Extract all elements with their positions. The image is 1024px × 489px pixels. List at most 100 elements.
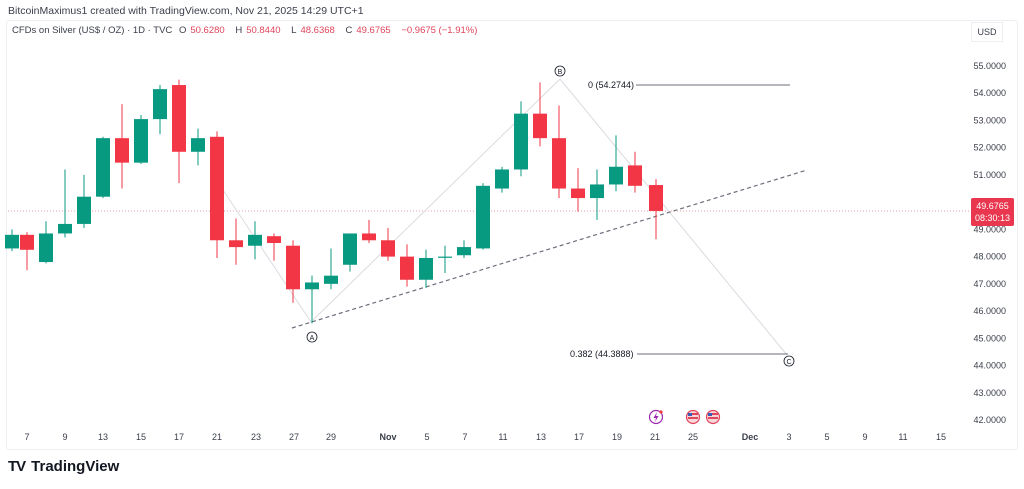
time-tick-label: 3 [786, 432, 791, 442]
candle[interactable] [5, 229, 19, 252]
time-tick-label: Nov [379, 432, 396, 442]
candle[interactable] [533, 82, 547, 147]
lightning-event-icon[interactable] [648, 409, 664, 425]
time-tick-label: 21 [650, 432, 660, 442]
price-tick-label: 46.0000 [973, 306, 1006, 316]
candle[interactable] [495, 166, 509, 193]
price-tick-label: 43.0000 [973, 388, 1006, 398]
wave-a-marker[interactable]: A [306, 331, 318, 343]
candle[interactable] [324, 248, 338, 290]
candle[interactable] [115, 104, 129, 189]
time-tick-label: 29 [326, 432, 336, 442]
low-label: L [291, 25, 297, 36]
time-tick-label: 11 [498, 432, 507, 442]
price-tick-label: 55.0000 [973, 61, 1006, 71]
candle[interactable] [134, 115, 148, 165]
price-axis[interactable]: 55.000054.000053.000052.000051.000050.00… [973, 61, 1006, 425]
tradingview-logo-icon: TV [8, 458, 26, 475]
candle[interactable] [58, 169, 72, 238]
open-value: 50.6280 [190, 25, 225, 36]
change-value: −0.9675 (−1.91%) [401, 25, 478, 36]
price-tick-label: 47.0000 [973, 279, 1006, 289]
candle[interactable] [305, 275, 319, 324]
time-tick-label: 9 [62, 432, 67, 442]
time-axis[interactable]: 7 9 13 15 17 21 23 27 29 Nov 5 7 11 13 17 19 21 25 Dec 3 5 9 1… [24, 432, 946, 442]
candle[interactable] [210, 131, 224, 258]
abc-wave-line[interactable] [222, 78, 788, 356]
price-tick-label: 48.0000 [973, 252, 1006, 262]
candlestick-chart[interactable]: 55.000054.000053.000052.000051.000050.00… [0, 0, 1024, 460]
candles [5, 79, 663, 324]
svg-text:A: A [310, 335, 315, 342]
time-tick-label: 23 [251, 432, 261, 442]
time-tick-label: 21 [212, 432, 222, 442]
high-value: 50.8440 [246, 25, 281, 36]
us-flag-event-icon[interactable] [705, 409, 721, 425]
candle[interactable] [362, 219, 376, 243]
candle[interactable] [153, 85, 167, 135]
candle[interactable] [609, 135, 623, 192]
low-value: 48.6368 [300, 25, 335, 36]
high-label: H [235, 25, 243, 36]
tradingview-brand[interactable]: TV TradingView [8, 458, 119, 475]
price-tick-label: 42.0000 [973, 415, 1006, 425]
candle[interactable] [628, 151, 642, 193]
candle[interactable] [96, 136, 110, 199]
candle[interactable] [590, 169, 604, 220]
candle[interactable] [77, 174, 91, 229]
last-price-tag: 49.6765 08:30:13 [971, 198, 1014, 226]
candle[interactable] [457, 240, 471, 258]
candle[interactable] [248, 221, 262, 260]
close-label: C [345, 25, 353, 36]
candle[interactable] [20, 232, 34, 271]
time-tick-label: 11 [898, 432, 907, 442]
chart-credit: BitcoinMaximus1 created with TradingView… [8, 5, 364, 17]
candle[interactable] [419, 249, 433, 288]
symbol-legend: CFDs on Silver (US$ / OZ) · 1D · TVC O 50… [12, 25, 481, 36]
candle[interactable] [476, 183, 490, 250]
currency-button[interactable]: USD [971, 22, 1003, 42]
candle[interactable] [514, 101, 528, 177]
time-tick-label: 17 [574, 432, 584, 442]
time-tick-label: Dec [742, 432, 759, 442]
candle[interactable] [400, 244, 414, 287]
time-tick-label: 5 [424, 432, 429, 442]
candle[interactable] [343, 233, 357, 272]
price-tick-label: 45.0000 [973, 333, 1006, 343]
svg-text:B: B [558, 69, 563, 76]
last-price-value: 49.6765 [976, 201, 1009, 211]
symbol-name[interactable]: CFDs on Silver (US$ / OZ) · 1D · TVC [12, 25, 173, 36]
candle[interactable] [649, 179, 663, 240]
candle[interactable] [229, 218, 243, 265]
support-trendline[interactable] [291, 169, 808, 329]
svg-text:C: C [786, 359, 791, 366]
candle[interactable] [438, 245, 452, 273]
wave-c-marker[interactable]: C [783, 355, 795, 367]
fib-level-0382-label: 0.382 (44.3888) [570, 349, 634, 359]
time-tick-label: 17 [174, 432, 184, 442]
candle[interactable] [172, 79, 186, 184]
time-tick-label: 15 [136, 432, 146, 442]
brand-name: TradingView [31, 458, 120, 475]
open-label: O [178, 25, 187, 36]
bar-countdown: 08:30:13 [974, 213, 1011, 223]
time-tick-label: 9 [862, 432, 867, 442]
candle[interactable] [286, 240, 300, 303]
time-tick-label: 25 [688, 432, 698, 442]
wave-b-marker[interactable]: B [554, 65, 566, 77]
us-flag-event-icon[interactable] [685, 409, 701, 425]
candle[interactable] [381, 228, 395, 261]
time-tick-label: 19 [612, 432, 622, 442]
time-tick-label: 5 [824, 432, 829, 442]
close-value: 49.6765 [356, 25, 391, 36]
candle[interactable] [552, 105, 566, 199]
time-tick-label: 13 [536, 432, 546, 442]
time-tick-label: 7 [24, 432, 29, 442]
candle[interactable] [39, 221, 53, 264]
price-tick-label: 53.0000 [973, 115, 1006, 125]
time-tick-label: 27 [289, 432, 299, 442]
candle[interactable] [571, 168, 585, 212]
price-tick-label: 49.0000 [973, 224, 1006, 234]
candle[interactable] [191, 128, 205, 166]
candle[interactable] [267, 233, 281, 261]
